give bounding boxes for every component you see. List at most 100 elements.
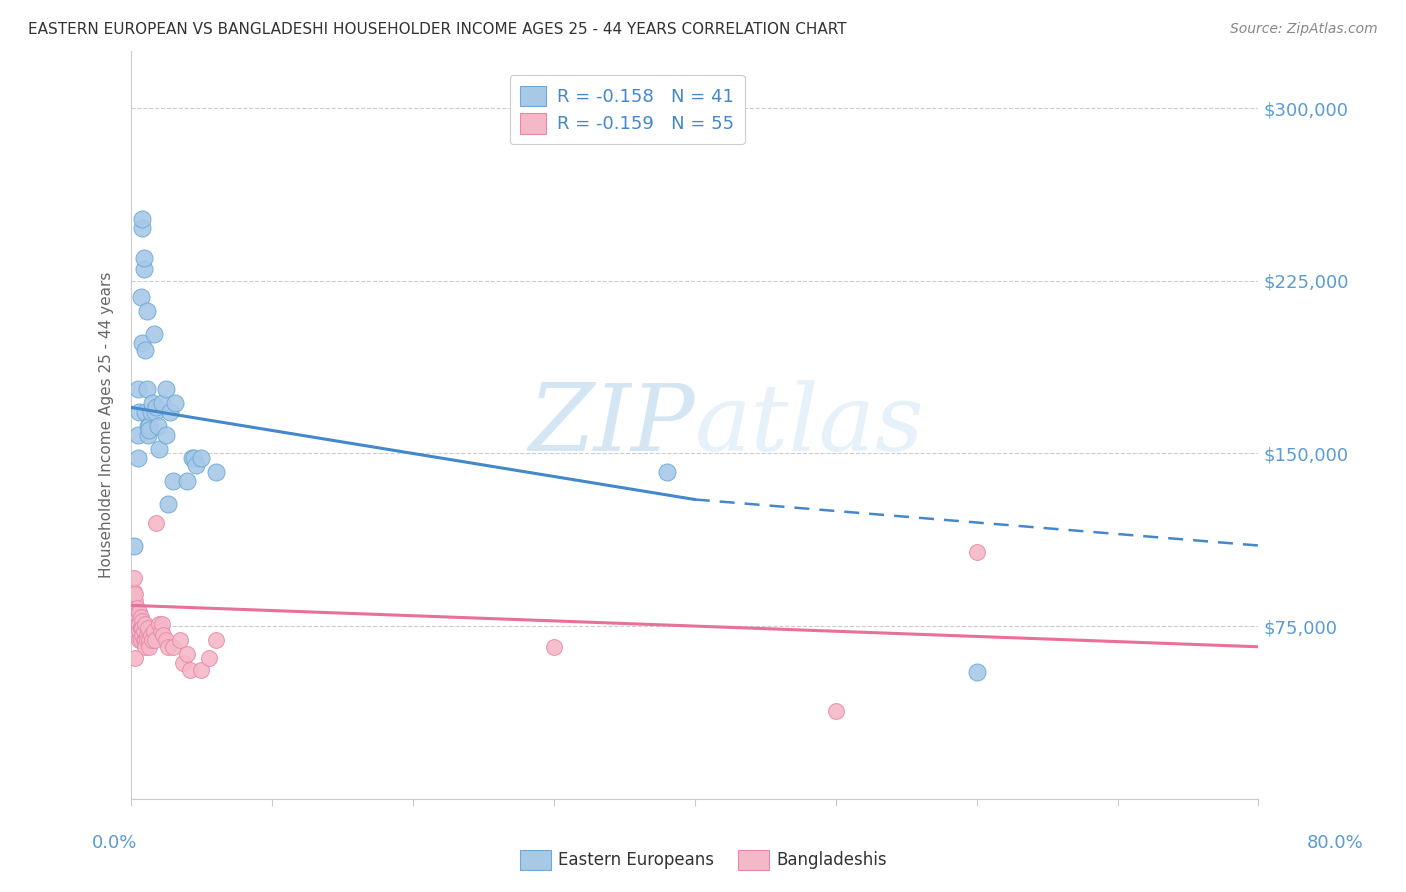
Point [129, 632, 152, 647]
Point [132, 624, 155, 638]
Point [204, 465, 226, 479]
Point [138, 640, 160, 654]
Point [124, 610, 146, 624]
Point [134, 616, 156, 631]
Point [176, 474, 198, 488]
Point [184, 458, 207, 472]
Point [127, 616, 149, 631]
Text: ZIP: ZIP [529, 380, 695, 470]
Point [149, 624, 172, 638]
Point [148, 616, 170, 631]
Text: Source: ZipAtlas.com: Source: ZipAtlas.com [1230, 22, 1378, 37]
Point [128, 405, 150, 419]
Point [135, 632, 157, 647]
Point [966, 665, 988, 679]
Point [124, 587, 146, 601]
Point [124, 593, 146, 607]
Point [131, 628, 153, 642]
Point [129, 610, 152, 624]
Point [127, 451, 149, 466]
Point [132, 251, 155, 265]
Point [155, 632, 177, 647]
Point [134, 640, 156, 654]
Text: Bangladeshis: Bangladeshis [776, 851, 887, 869]
Text: 80.0%: 80.0% [1308, 834, 1364, 852]
Point [197, 651, 219, 665]
Point [135, 382, 157, 396]
Point [204, 632, 226, 647]
Point [156, 497, 179, 511]
Point [146, 418, 169, 433]
Point [128, 616, 150, 631]
Point [655, 465, 678, 479]
Point [148, 442, 170, 456]
Point [136, 621, 159, 635]
Point [128, 605, 150, 619]
Point [129, 290, 152, 304]
Point [138, 424, 160, 438]
Point [122, 539, 145, 553]
Point [150, 396, 173, 410]
Point [156, 640, 179, 654]
Text: EASTERN EUROPEAN VS BANGLADESHI HOUSEHOLDER INCOME AGES 25 - 44 YEARS CORRELATIO: EASTERN EUROPEAN VS BANGLADESHI HOUSEHOL… [28, 22, 846, 37]
Point [143, 632, 166, 647]
Point [163, 396, 186, 410]
Point [124, 651, 146, 665]
Point [159, 405, 181, 419]
Point [139, 628, 162, 642]
Point [125, 616, 148, 631]
Point [145, 401, 167, 415]
Text: 0.0%: 0.0% [91, 834, 136, 852]
Point [162, 640, 184, 654]
Point [145, 516, 167, 530]
Point [176, 647, 198, 661]
Point [172, 656, 194, 670]
Point [138, 632, 160, 647]
Point [136, 428, 159, 442]
Point [131, 220, 153, 235]
Point [141, 632, 163, 647]
Point [142, 624, 165, 638]
Point [150, 616, 173, 631]
Point [155, 382, 177, 396]
Point [127, 382, 149, 396]
Point [162, 474, 184, 488]
Point [128, 624, 150, 638]
Point [122, 571, 145, 585]
Point [190, 663, 212, 677]
Point [180, 451, 202, 466]
Text: atlas: atlas [695, 380, 924, 470]
Y-axis label: Householder Income Ages 25 - 44 years: Householder Income Ages 25 - 44 years [100, 271, 114, 578]
Point [134, 343, 156, 357]
Point [966, 545, 988, 559]
Point [169, 632, 191, 647]
Point [127, 428, 149, 442]
Point [125, 624, 148, 638]
Point [136, 418, 159, 433]
Point [134, 632, 156, 647]
Point [142, 326, 165, 341]
Point [543, 640, 565, 654]
Point [132, 632, 155, 647]
Point [128, 632, 150, 647]
Point [152, 628, 174, 642]
Point [134, 405, 156, 419]
Point [131, 621, 153, 635]
Text: Eastern Europeans: Eastern Europeans [558, 851, 714, 869]
Point [132, 262, 155, 277]
Point [125, 600, 148, 615]
Point [190, 451, 212, 466]
Point [143, 405, 166, 419]
Legend: R = -0.158   N = 41, R = -0.159   N = 55: R = -0.158 N = 41, R = -0.159 N = 55 [509, 75, 745, 145]
Point [131, 615, 153, 629]
Point [179, 663, 201, 677]
Point [127, 610, 149, 624]
Point [131, 211, 153, 226]
Point [138, 418, 160, 433]
Point [129, 621, 152, 635]
Point [183, 451, 205, 466]
Point [141, 396, 163, 410]
Point [155, 428, 177, 442]
Point [139, 405, 162, 419]
Point [122, 584, 145, 599]
